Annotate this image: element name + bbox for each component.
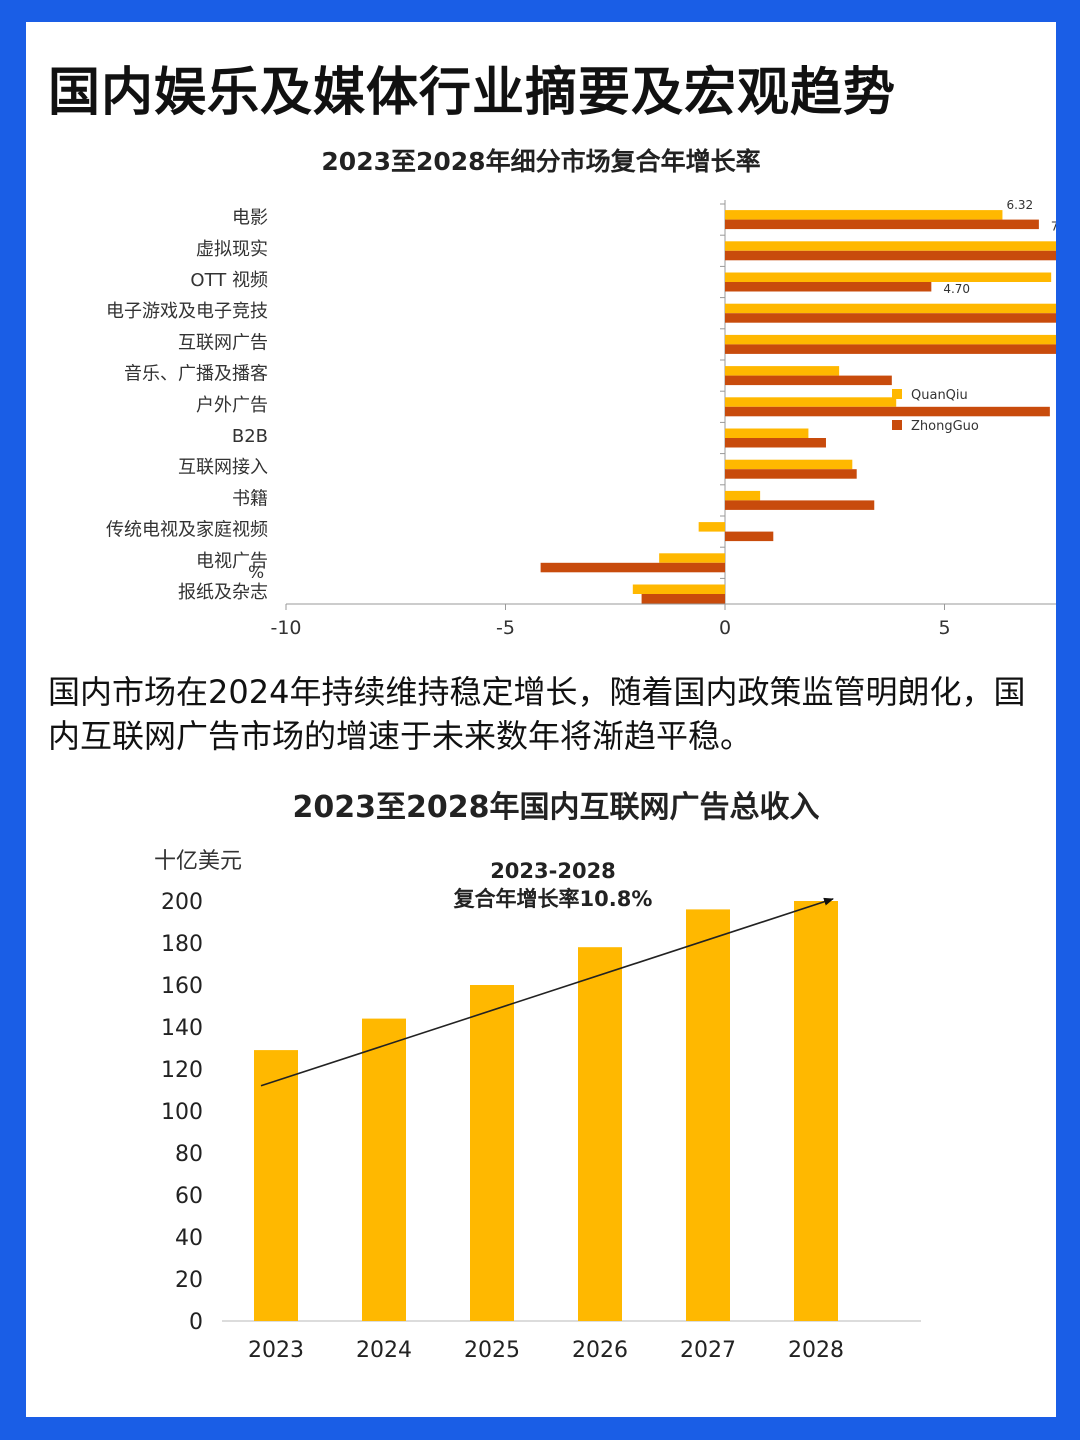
y-tick-label: 120 bbox=[161, 1058, 203, 1083]
bar bbox=[794, 901, 838, 1321]
x-tick-label: -5 bbox=[496, 617, 515, 639]
legend-swatch-zhongguo bbox=[892, 420, 902, 430]
bar-zhongguo bbox=[725, 531, 774, 542]
bar-quanqiu bbox=[725, 490, 761, 501]
category-label: 电视广告 bbox=[196, 551, 268, 572]
bar-zhongguo bbox=[725, 469, 857, 479]
y-tick-label: 80 bbox=[175, 1142, 203, 1167]
category-label: 电子游戏及电子竞技 bbox=[106, 301, 268, 322]
bar-quanqiu bbox=[725, 334, 1056, 345]
bar-quanqiu bbox=[698, 522, 725, 532]
bar bbox=[578, 947, 622, 1321]
data-label: 4.70 bbox=[943, 282, 970, 296]
y-tick-label: 200 bbox=[161, 890, 203, 915]
bar-zhongguo bbox=[725, 500, 875, 510]
bar bbox=[362, 1018, 406, 1321]
legend-swatch-quanqiu bbox=[892, 389, 902, 399]
bar-zhongguo bbox=[725, 344, 1056, 354]
bar-quanqiu bbox=[725, 241, 1056, 251]
category-label: B2B bbox=[232, 426, 268, 447]
x-tick-label: 0 bbox=[719, 617, 731, 639]
category-label: 户外广告 bbox=[196, 395, 268, 416]
bar-zhongguo bbox=[725, 250, 1056, 261]
y-tick-label: 0 bbox=[189, 1310, 203, 1335]
bar-zhongguo bbox=[641, 594, 725, 604]
x-tick-label: 2025 bbox=[464, 1338, 520, 1363]
annotation-line2: 复合年增长率10.8% bbox=[453, 887, 653, 911]
y-tick-label: 20 bbox=[175, 1268, 203, 1293]
bar-zhongguo bbox=[725, 219, 1039, 230]
category-label: 电影 bbox=[232, 208, 268, 229]
bar-quanqiu bbox=[725, 366, 840, 376]
category-label: 传统电视及家庭视频 bbox=[106, 520, 268, 541]
bar-quanqiu bbox=[725, 459, 853, 470]
x-tick-label: 2026 bbox=[572, 1338, 628, 1363]
bar-zhongguo bbox=[725, 375, 892, 386]
x-tick-label: -10 bbox=[270, 617, 301, 639]
bar-quanqiu bbox=[725, 272, 1052, 282]
x-tick-label: 2024 bbox=[356, 1338, 412, 1363]
category-label: 音乐、广播及播客 bbox=[124, 364, 268, 385]
category-label: 书籍 bbox=[232, 488, 268, 509]
y-axis-label: 十亿美元 bbox=[154, 849, 242, 874]
data-label: 7.15 bbox=[1051, 220, 1056, 234]
content-card: 国内娱乐及媒体行业摘要及宏观趋势 2023至2028年细分市场复合年增长率 电影… bbox=[26, 22, 1056, 1417]
x-tick-label: 5 bbox=[938, 617, 950, 639]
revenue-bar-chart: 十亿美元 0 20 40 60 80 100 120 140 160 180 200 2023 2024 2… bbox=[154, 849, 921, 1363]
trend-arrow bbox=[260, 897, 834, 1087]
x-tick-label: 2023 bbox=[248, 1338, 304, 1363]
bar-zhongguo bbox=[725, 438, 826, 448]
x-tick-label: 2027 bbox=[680, 1338, 736, 1363]
y-tick-label: 160 bbox=[161, 974, 203, 999]
y-tick-label: 140 bbox=[161, 1016, 203, 1041]
y-tick-label: 100 bbox=[161, 1100, 203, 1125]
bar-quanqiu bbox=[659, 553, 725, 563]
y-tick-label: 40 bbox=[175, 1226, 203, 1251]
category-label: 报纸及杂志 bbox=[178, 582, 268, 603]
y-tick-label: 60 bbox=[175, 1184, 203, 1209]
x-tick-label: 2028 bbox=[788, 1338, 844, 1363]
y-tick-label: 180 bbox=[161, 932, 203, 957]
bar-zhongguo bbox=[725, 406, 1050, 417]
summary-paragraph: 国内市场在2024年持续维持稳定增长，随着国内政策监管明朗化，国内互联网广告市场… bbox=[48, 673, 1026, 755]
category-label: 虚拟现实 bbox=[196, 239, 268, 260]
annotation-line1: 2023-2028 bbox=[490, 859, 616, 883]
legend-label-zhongguo: ZhongGuo bbox=[911, 419, 979, 434]
data-label: 7.43 bbox=[1055, 261, 1056, 275]
percent-label: % bbox=[248, 563, 264, 583]
bar-zhongguo bbox=[540, 562, 725, 573]
category-label: OTT 视频 bbox=[190, 270, 268, 291]
bar-zhongguo bbox=[725, 282, 932, 292]
cagr-bar-chart: 电影6.327.15虚拟现实13.2616.43OTT 视频7.434.70电子… bbox=[106, 198, 1056, 639]
category-label: 互联网广告 bbox=[178, 332, 268, 353]
bar bbox=[254, 1050, 298, 1321]
bar bbox=[686, 909, 730, 1321]
bar-quanqiu bbox=[725, 428, 809, 438]
data-label: 6.32 bbox=[1006, 198, 1033, 212]
chart2-title: 2023至2028年国内互联网广告总收入 bbox=[292, 790, 820, 825]
bar bbox=[470, 985, 514, 1321]
bar-quanqiu bbox=[725, 210, 1003, 220]
bar-zhongguo bbox=[725, 313, 1056, 323]
page-title: 国内娱乐及媒体行业摘要及宏观趋势 bbox=[48, 63, 897, 123]
category-label: 互联网接入 bbox=[178, 457, 268, 478]
legend-label-quanqiu: QuanQiu bbox=[911, 388, 968, 403]
chart1-title: 2023至2028年细分市场复合年增长率 bbox=[321, 147, 761, 176]
bar-quanqiu bbox=[632, 584, 725, 594]
bar-quanqiu bbox=[725, 303, 1056, 314]
bar-quanqiu bbox=[725, 397, 897, 407]
